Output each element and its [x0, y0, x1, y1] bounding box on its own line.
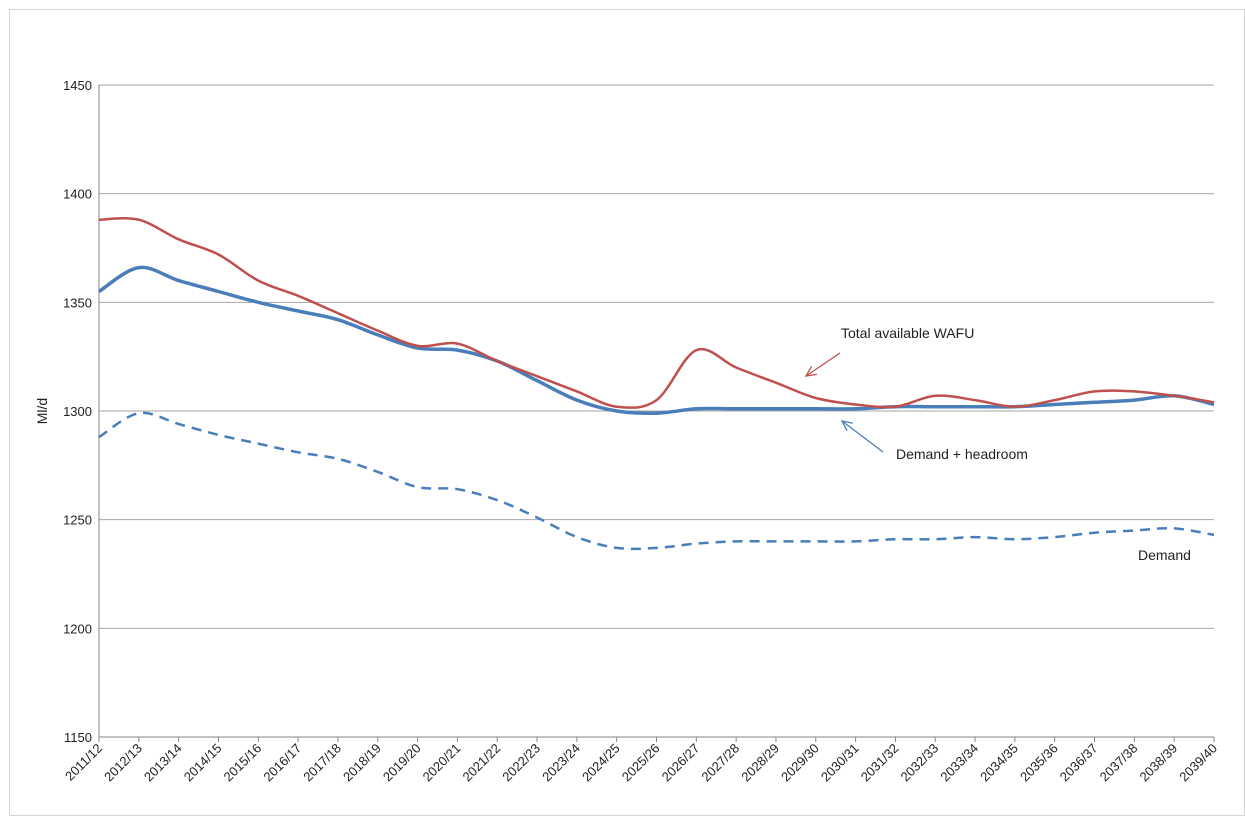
- x-tick-label: 2019/20: [380, 741, 424, 785]
- x-tick-label: 2035/36: [1017, 741, 1061, 785]
- x-tick-label: 2028/29: [738, 741, 782, 785]
- x-tick-label: 2025/26: [619, 741, 663, 785]
- x-tick-label: 2022/23: [499, 741, 543, 785]
- x-tick-label: 2014/15: [181, 741, 225, 785]
- y-tick-label: 1200: [63, 621, 92, 636]
- x-tick-label: 2024/25: [579, 741, 623, 785]
- y-tick-label: 1400: [63, 187, 92, 202]
- x-tick-label: 2030/31: [818, 741, 862, 785]
- x-tick-label: 2029/30: [778, 741, 822, 785]
- series-line-total-available-wafu: [98, 217, 1215, 409]
- x-tick-label: 2017/18: [300, 741, 344, 785]
- x-tick-labels: 2011/122012/132013/142014/152015/162016/…: [62, 737, 1220, 784]
- x-tick-label: 2011/12: [62, 741, 105, 784]
- x-tick-label: 2038/39: [1136, 741, 1180, 785]
- x-tick-label: 2027/28: [698, 741, 742, 785]
- y-tick-labels: 1150 1200 1250 1300 1350 1400 1450: [63, 78, 92, 745]
- x-tick-label: 2033/34: [937, 741, 981, 785]
- gridlines: [99, 84, 1214, 738]
- x-tick-label: 2016/17: [260, 741, 304, 785]
- x-tick-label: 2039/40: [1176, 741, 1220, 785]
- annotation-demand: Demand: [1138, 547, 1191, 563]
- y-tick-label: 1300: [63, 404, 92, 419]
- x-tick-label: 2020/21: [420, 741, 464, 785]
- series-line-demand: [98, 411, 1215, 551]
- annotation-arrow-demand-headroom: [840, 420, 884, 453]
- y-tick-label: 1150: [64, 730, 92, 745]
- x-tick-label: 2031/32: [858, 741, 902, 785]
- x-tick-label: 2026/27: [659, 741, 703, 785]
- y-tick-label: 1350: [63, 295, 92, 310]
- x-tick-label: 2015/16: [221, 741, 265, 785]
- x-tick-label: 2037/38: [1097, 741, 1141, 785]
- x-tick-label: 2012/13: [101, 741, 145, 785]
- x-tick-label: 2018/19: [340, 741, 384, 785]
- series-lines: [98, 217, 1215, 551]
- annotations: Total available WAFU Demand + headroom Dem…: [804, 325, 1191, 563]
- x-tick-label: 2023/24: [539, 741, 583, 785]
- y-tick-label: 1450: [63, 78, 92, 93]
- x-tick-label: 2034/35: [977, 741, 1021, 785]
- x-tick-label: 2021/22: [459, 741, 503, 785]
- x-tick-label: 2013/14: [141, 741, 185, 785]
- y-tick-label: 1250: [63, 513, 92, 528]
- x-tick-label: 2032/33: [898, 741, 942, 785]
- y-axis-title: Ml/d: [34, 398, 50, 424]
- annotation-demand-headroom: Demand + headroom: [896, 446, 1028, 462]
- annotation-arrow-wafu: [804, 352, 841, 377]
- x-tick-label: 2036/37: [1057, 741, 1101, 785]
- annotation-total-available-wafu: Total available WAFU: [841, 325, 974, 341]
- series-line-demand-headroom: [98, 265, 1215, 416]
